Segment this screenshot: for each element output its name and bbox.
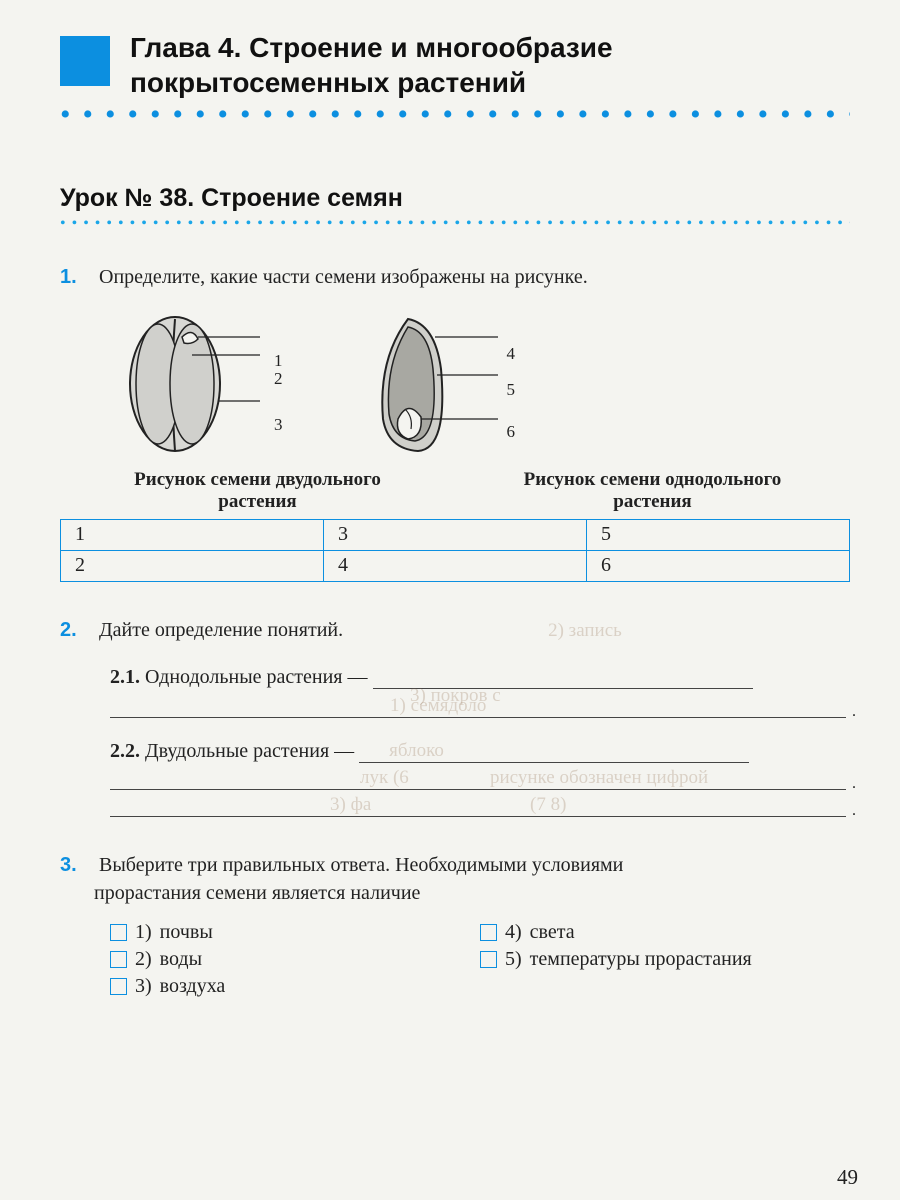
blank-line[interactable]: лук (6 рисунке обозначен цифрой	[110, 763, 846, 790]
monocot-label-4: 4	[507, 344, 516, 364]
option-num: 1)	[135, 921, 152, 944]
q3-text-l2: прорастания семени является наличие	[94, 882, 420, 904]
option-num: 3)	[135, 975, 152, 998]
blank-line[interactable]: 1) семядоло	[110, 689, 846, 718]
table-row: 1 3 5	[61, 519, 850, 550]
q1-text: Определите, какие части семени изображен…	[99, 266, 588, 288]
lesson-title: Урок № 38. Строение семян	[60, 184, 850, 213]
table-cell[interactable]: 2	[61, 550, 324, 581]
blank-line[interactable]: яблоко	[359, 740, 749, 763]
checkbox-icon[interactable]	[480, 951, 497, 968]
option-num: 4)	[505, 921, 522, 944]
bleed-text: яблоко	[389, 740, 444, 762]
dicot-seed-diagram: 1 2 3	[120, 309, 283, 459]
q2-sub1-num: 2.1.	[110, 666, 140, 688]
monocot-labels: 4 5 6	[507, 326, 516, 442]
monocot-label-6: 6	[507, 422, 516, 442]
caption-left-l2: растения	[218, 491, 296, 512]
checkbox-icon[interactable]	[110, 924, 127, 941]
q2-sub1-label: Однодольные растения —	[145, 666, 368, 688]
chapter-header: Глава 4. Строение и многообразие покрыто…	[60, 30, 850, 100]
dicot-seed-svg	[120, 309, 270, 459]
table-cell[interactable]: 6	[587, 550, 850, 581]
table-cell[interactable]: 1	[61, 519, 324, 550]
seed-diagrams: 1 2 3 4 5 6	[120, 309, 850, 459]
bleed-text: (7 8)	[530, 794, 566, 816]
q3-text-l1: Выберите три правильных ответа. Необходи…	[99, 854, 623, 876]
blank-line[interactable]: 3) фа (7 8)	[110, 790, 846, 817]
bleed-text: 1) семядоло	[390, 695, 486, 717]
page-number: 49	[837, 1165, 858, 1190]
seed-parts-table: 1 3 5 2 4 6	[60, 519, 850, 582]
table-row: 2 4 6	[61, 550, 850, 581]
q2-number: 2.	[60, 616, 94, 644]
options-col-left: 1) почвы 2) воды 3) воздуха	[110, 917, 480, 1002]
option-2[interactable]: 2) воды	[110, 948, 480, 971]
bleed-text: 2) запись	[548, 620, 622, 641]
bleed-text: 3) фа	[330, 794, 371, 816]
option-num: 5)	[505, 948, 522, 971]
option-5[interactable]: 5) температуры прорастания	[480, 948, 850, 971]
dicot-label-2: 2	[274, 369, 283, 389]
table-cell[interactable]: 5	[587, 519, 850, 550]
caption-right-l1: Рисунок семени однодольного	[524, 469, 782, 490]
option-1[interactable]: 1) почвы	[110, 921, 480, 944]
bleed-text: рисунке обозначен цифрой	[490, 767, 708, 789]
option-label: воды	[160, 948, 202, 971]
q2-sub2: 2.2. Двудольные растения — яблоко	[110, 740, 850, 763]
question-3: 3. Выберите три правильных ответа. Необх…	[60, 851, 850, 907]
dicot-label-3: 3	[274, 415, 283, 435]
table-cell[interactable]: 4	[324, 550, 587, 581]
q3-number: 3.	[60, 851, 94, 879]
caption-right-l2: растения	[613, 491, 691, 512]
option-label: света	[530, 921, 575, 944]
dot-divider-large: ••••••••••••••••••••••••••••••••••••	[60, 106, 850, 124]
checkbox-icon[interactable]	[110, 978, 127, 995]
option-4[interactable]: 4) света	[480, 921, 850, 944]
bleed-text: лук (6	[360, 767, 409, 789]
q2-text: Дайте определение понятий.	[99, 619, 343, 641]
monocot-label-5: 5	[507, 380, 516, 400]
checkbox-icon[interactable]	[110, 951, 127, 968]
q2-sub2-num: 2.2.	[110, 740, 140, 762]
chapter-title-line1: Глава 4. Строение и многообразие	[130, 32, 613, 63]
diagram-captions: Рисунок семени двудольного растения Рису…	[60, 469, 850, 513]
caption-left-l1: Рисунок семени двудольного	[134, 469, 381, 490]
option-label: воздуха	[160, 975, 226, 998]
option-num: 2)	[135, 948, 152, 971]
q2-sub2-label: Двудольные растения —	[145, 740, 354, 762]
monocot-seed-svg	[363, 309, 503, 459]
option-3[interactable]: 3) воздуха	[110, 975, 480, 998]
caption-left: Рисунок семени двудольного растения	[60, 469, 455, 513]
chapter-marker-icon	[60, 36, 110, 86]
chapter-title: Глава 4. Строение и многообразие покрыто…	[130, 30, 613, 100]
q3-options: 1) почвы 2) воды 3) воздуха 4) света	[110, 917, 850, 1002]
caption-right: Рисунок семени однодольного растения	[455, 469, 850, 513]
question-1: 1. Определите, какие части семени изобра…	[60, 263, 850, 291]
checkbox-icon[interactable]	[480, 924, 497, 941]
dicot-labels: 1 2 3	[274, 333, 283, 435]
monocot-seed-diagram: 4 5 6	[363, 309, 516, 459]
options-col-right: 4) света 5) температуры прорастания	[480, 917, 850, 1002]
dicot-label-1: 1	[274, 351, 283, 371]
table-cell[interactable]: 3	[324, 519, 587, 550]
dot-divider-small: ••••••••••••••••••••••••••••••••••••••••…	[60, 219, 850, 229]
option-label: температуры прорастания	[530, 948, 752, 971]
q1-number: 1.	[60, 263, 94, 291]
chapter-title-line2: покрытосеменных растений	[130, 67, 526, 98]
q2-sub1: 2.1. Однодольные растения — 3) покров с	[110, 666, 850, 689]
question-2: 2. Дайте определение понятий. 2) запись	[60, 616, 850, 645]
option-label: почвы	[160, 921, 213, 944]
